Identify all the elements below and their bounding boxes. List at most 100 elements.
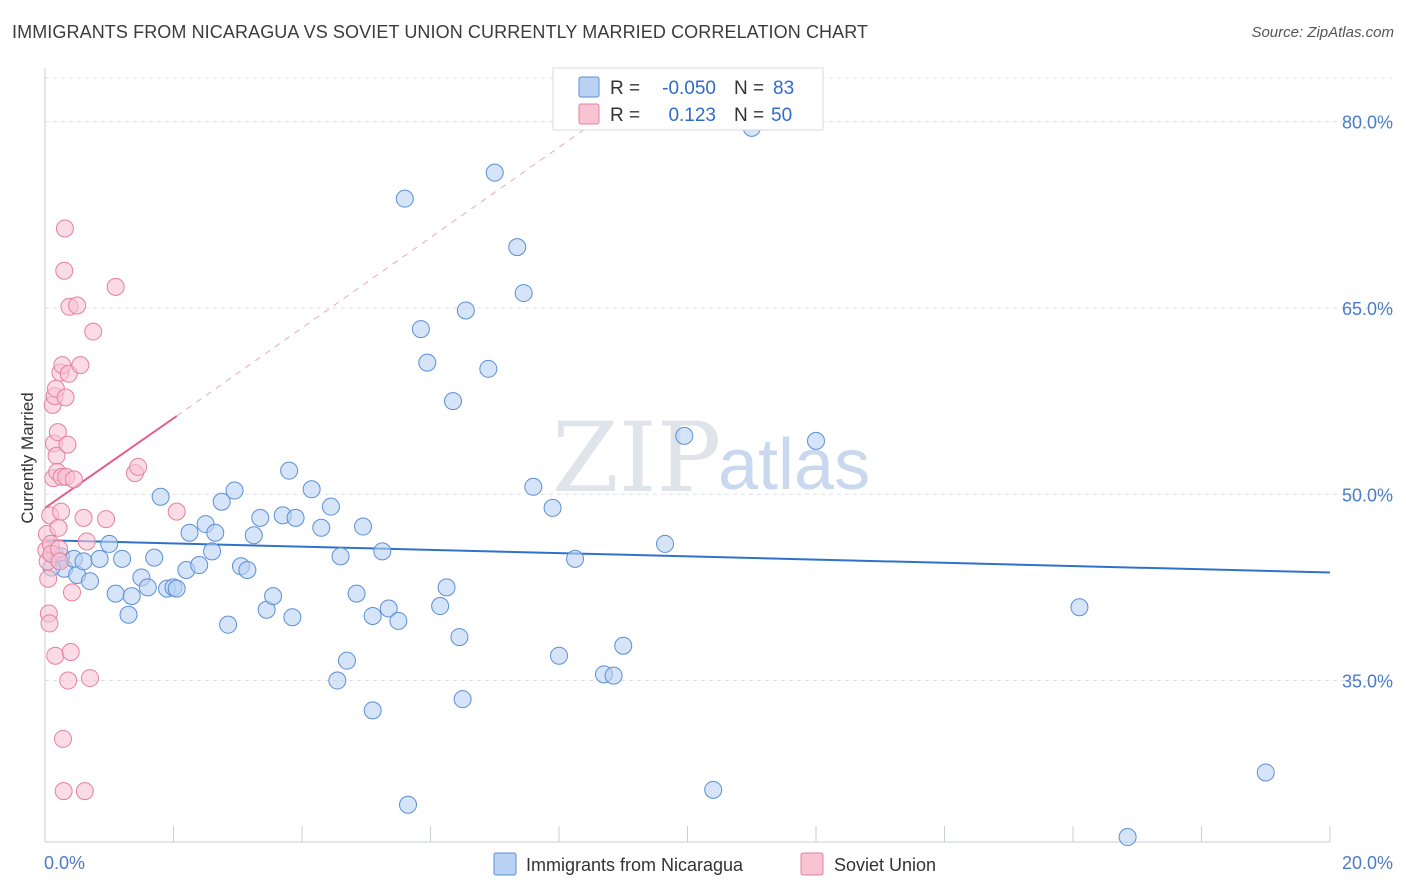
stats-swatch-soviet xyxy=(578,103,600,125)
point-nicaragua xyxy=(1118,828,1137,847)
point-nicaragua xyxy=(399,795,418,814)
point-soviet xyxy=(39,569,58,588)
point-nicaragua xyxy=(443,392,462,411)
point-nicaragua xyxy=(411,320,430,339)
stats-r-value-nicaragua: -0.050 xyxy=(662,78,716,99)
stats-swatch-nicaragua xyxy=(578,76,600,98)
point-soviet xyxy=(71,356,90,375)
point-soviet xyxy=(129,457,148,476)
stats-n-value-nicaragua: 83 xyxy=(773,78,794,99)
point-soviet xyxy=(56,388,75,407)
point-soviet xyxy=(40,614,59,633)
point-soviet xyxy=(55,219,74,238)
point-nicaragua xyxy=(244,526,263,545)
point-nicaragua xyxy=(283,608,302,627)
point-nicaragua xyxy=(212,492,231,511)
point-nicaragua xyxy=(145,548,164,567)
point-soviet xyxy=(80,669,99,688)
point-nicaragua xyxy=(90,549,109,568)
trend-line-soviet xyxy=(44,415,178,509)
trend-line-nicaragua xyxy=(44,539,1331,574)
point-nicaragua xyxy=(337,651,356,670)
point-soviet xyxy=(77,532,96,551)
point-nicaragua xyxy=(508,238,527,257)
point-nicaragua xyxy=(321,497,340,516)
point-nicaragua xyxy=(675,426,694,445)
point-nicaragua xyxy=(328,671,347,690)
point-nicaragua xyxy=(264,587,283,606)
legend-label-soviet: Soviet Union xyxy=(834,855,936,875)
point-nicaragua xyxy=(180,523,199,542)
y-tick-label: 50.0% xyxy=(1342,485,1393,505)
point-soviet xyxy=(68,296,87,315)
point-soviet xyxy=(74,508,93,527)
point-soviet xyxy=(49,518,68,537)
point-nicaragua xyxy=(431,597,450,616)
point-nicaragua xyxy=(379,599,398,618)
point-nicaragua xyxy=(807,431,825,450)
point-nicaragua xyxy=(190,556,209,575)
point-nicaragua xyxy=(566,549,585,568)
point-nicaragua xyxy=(550,646,568,665)
data-points xyxy=(37,118,1275,847)
stats-r-value-soviet: 0.123 xyxy=(668,105,716,126)
point-nicaragua xyxy=(302,480,321,499)
legend-swatch-soviet xyxy=(800,852,824,876)
stats-r-label-soviet: R = xyxy=(610,105,640,126)
point-soviet xyxy=(62,583,81,602)
point-nicaragua xyxy=(1256,763,1275,782)
point-nicaragua xyxy=(206,523,225,542)
point-nicaragua xyxy=(450,628,469,647)
point-soviet xyxy=(58,435,77,454)
stats-n-value-soviet: 50 xyxy=(771,105,792,126)
point-nicaragua xyxy=(80,572,99,591)
point-nicaragua xyxy=(373,542,392,561)
y-axis-label: Currently Married xyxy=(18,392,37,523)
point-nicaragua xyxy=(219,615,238,634)
tick-labels: 35.0% 50.0% 65.0% 80.0% 0.0% 20.0% xyxy=(44,113,1393,873)
point-soviet xyxy=(97,510,116,529)
point-nicaragua xyxy=(119,605,138,624)
point-soviet xyxy=(52,502,71,521)
point-nicaragua xyxy=(456,301,475,320)
bottom-legend: Immigrants from Nicaragua Soviet Union xyxy=(493,852,936,876)
grid xyxy=(45,77,1392,682)
source-label: Source: ZipAtlas.com xyxy=(1251,24,1394,41)
legend-swatch-nicaragua xyxy=(493,852,517,876)
point-nicaragua xyxy=(251,508,270,527)
point-nicaragua xyxy=(238,561,257,580)
stats-n-label-soviet: N = xyxy=(734,105,764,126)
point-nicaragua xyxy=(106,584,125,603)
point-soviet xyxy=(54,782,73,801)
point-nicaragua xyxy=(418,353,437,372)
point-soviet xyxy=(75,782,94,801)
point-nicaragua xyxy=(389,611,408,630)
point-soviet xyxy=(59,671,78,690)
point-nicaragua xyxy=(113,549,132,568)
y-tick-label: 80.0% xyxy=(1342,113,1393,133)
y-tick-label: 65.0% xyxy=(1342,299,1393,319)
trend-lines xyxy=(44,128,1331,574)
point-nicaragua xyxy=(151,487,170,506)
point-soviet xyxy=(48,423,67,442)
chart-title: IMMIGRANTS FROM NICARAGUA VS SOVIET UNIO… xyxy=(12,22,869,42)
point-nicaragua xyxy=(354,517,373,536)
point-nicaragua xyxy=(479,359,498,378)
point-nicaragua xyxy=(286,508,305,527)
point-soviet xyxy=(50,552,69,571)
point-nicaragua xyxy=(167,579,186,598)
point-nicaragua xyxy=(203,542,222,561)
point-soviet xyxy=(84,322,103,341)
point-soviet xyxy=(64,470,83,489)
point-nicaragua xyxy=(543,498,562,517)
point-nicaragua xyxy=(604,666,623,685)
point-nicaragua xyxy=(312,518,331,537)
point-nicaragua xyxy=(437,578,456,597)
point-nicaragua xyxy=(225,481,244,500)
point-nicaragua xyxy=(524,477,543,496)
watermark-atlas: atlas xyxy=(718,425,870,505)
point-nicaragua xyxy=(122,587,141,606)
point-nicaragua xyxy=(485,163,504,182)
watermark-zip: ZIP xyxy=(552,402,721,514)
